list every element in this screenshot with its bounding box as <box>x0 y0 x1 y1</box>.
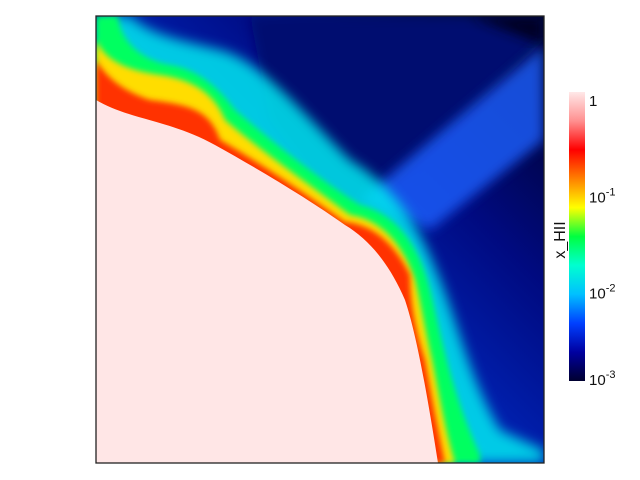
colorbar <box>569 92 585 381</box>
ionized-region <box>96 100 438 463</box>
colorbar-tick-label: 10-2 <box>589 283 615 303</box>
colorbar-tick-label: 1 <box>589 93 597 110</box>
colorbar-tick-label: 10-1 <box>589 186 615 206</box>
dark-corner <box>400 16 544 45</box>
light-ray <box>360 45 544 230</box>
heatmap-field <box>96 16 544 463</box>
colorbar-ticks: 1 10-1 10-2 10-3 <box>589 93 615 389</box>
plot-frame <box>95 15 545 464</box>
colorbar-label: x_HII <box>552 221 569 258</box>
colorbar-tick-label: 10-3 <box>589 369 615 389</box>
